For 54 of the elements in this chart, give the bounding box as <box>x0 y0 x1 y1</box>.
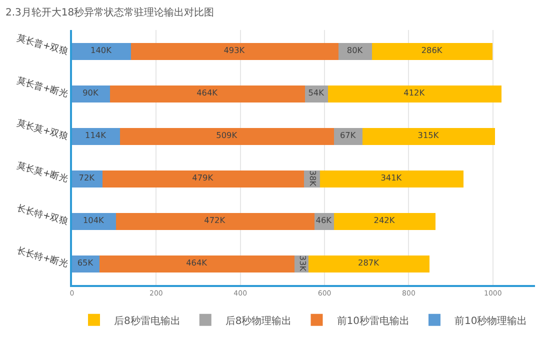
data-label: 65K <box>77 258 94 268</box>
bar <box>334 212 436 230</box>
data-label: 140K <box>90 45 112 56</box>
bar <box>334 128 362 145</box>
bar <box>72 170 102 188</box>
bar <box>102 170 304 188</box>
bar <box>130 42 338 60</box>
y-tick-label: 长长特+双狼 <box>16 202 70 228</box>
data-label: 287K <box>358 258 380 268</box>
y-tick-label: 莫长莫+断光 <box>16 160 70 185</box>
bar <box>372 42 492 60</box>
bar <box>320 170 464 188</box>
y-tick-label: 莫长普+双狼 <box>16 32 70 58</box>
data-label: 67K <box>340 130 356 140</box>
legend-label: 前10秒物理输出 <box>454 314 528 327</box>
data-label: 33K <box>298 255 308 272</box>
bar <box>99 255 295 272</box>
data-label: 315K <box>418 130 440 140</box>
legend-label: 前10秒雷电输出 <box>336 314 410 327</box>
bar <box>328 85 502 102</box>
data-label: 80K <box>346 45 364 56</box>
data-label: 412K <box>404 88 426 98</box>
bar <box>72 42 131 60</box>
legend-label: 后8秒雷电输出 <box>114 314 180 327</box>
data-label: 286K <box>421 45 443 56</box>
data-label: 114K <box>85 130 107 140</box>
data-label: 46K <box>316 215 332 226</box>
bar <box>72 212 116 230</box>
bar <box>362 128 496 145</box>
data-label: 72K <box>78 172 96 183</box>
bar <box>72 128 120 145</box>
bar <box>116 212 314 230</box>
chart-title: 2.3月轮开大18秒异常状态常驻理论输出对比图 <box>6 6 214 19</box>
data-label: 242K <box>374 215 396 226</box>
data-label: 472K <box>204 215 226 226</box>
bar <box>110 85 306 102</box>
data-label: 341K <box>380 172 402 183</box>
data-label: 479K <box>192 172 214 183</box>
data-label: 38K <box>308 170 318 187</box>
y-tick-label: 莫长普+断光 <box>16 75 70 100</box>
data-label: 104K <box>82 215 104 226</box>
bar <box>120 128 334 145</box>
data-label: 90K <box>82 88 99 98</box>
bar <box>72 85 110 102</box>
data-label: 464K <box>186 258 208 268</box>
data-label: 493K <box>224 45 246 56</box>
data-label: 464K <box>196 88 218 98</box>
data-label: 509K <box>216 130 238 140</box>
legend-label: 后8秒物理输出 <box>225 314 292 327</box>
y-tick-label: 莫长莫+双狼 <box>16 118 70 142</box>
data-label: 54K <box>308 88 325 98</box>
bar <box>338 42 372 60</box>
y-tick-label: 长长特+断光 <box>16 245 70 270</box>
bar <box>308 255 430 272</box>
